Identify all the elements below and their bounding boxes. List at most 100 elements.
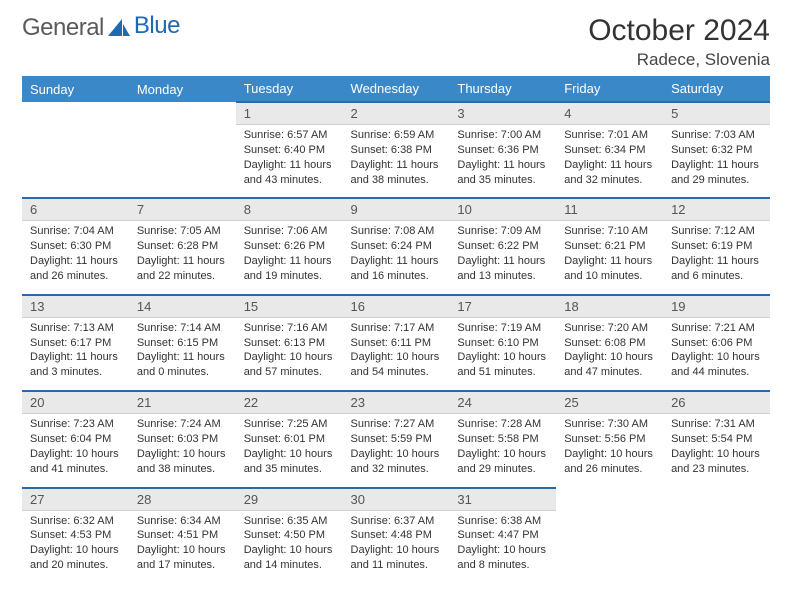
- day-detail-cell: Sunrise: 7:12 AMSunset: 6:19 PMDaylight:…: [663, 221, 770, 295]
- sunset-text: Sunset: 6:01 PM: [244, 432, 335, 447]
- sunrise-text: Sunrise: 7:10 AM: [564, 224, 655, 239]
- sunset-text: Sunset: 6:21 PM: [564, 239, 655, 254]
- daylight-text: Daylight: 10 hours and 14 minutes.: [244, 543, 335, 573]
- day-number: 25: [556, 392, 663, 413]
- day-detail: Sunrise: 7:03 AMSunset: 6:32 PMDaylight:…: [663, 125, 770, 197]
- sunset-text: Sunset: 6:32 PM: [671, 143, 762, 158]
- day-detail-cell: Sunrise: 7:16 AMSunset: 6:13 PMDaylight:…: [236, 317, 343, 391]
- day-number: 30: [343, 489, 450, 510]
- day-number: 29: [236, 489, 343, 510]
- daylight-text: Daylight: 10 hours and 54 minutes.: [351, 350, 442, 380]
- day-number: 22: [236, 392, 343, 413]
- day-number: 10: [449, 199, 556, 220]
- day-detail: Sunrise: 7:31 AMSunset: 5:54 PMDaylight:…: [663, 414, 770, 486]
- day-detail-cell: Sunrise: 7:23 AMSunset: 6:04 PMDaylight:…: [22, 414, 129, 488]
- day-number-cell: 12: [663, 198, 770, 221]
- day-detail: Sunrise: 7:12 AMSunset: 6:19 PMDaylight:…: [663, 221, 770, 293]
- day-detail: Sunrise: 7:16 AMSunset: 6:13 PMDaylight:…: [236, 318, 343, 390]
- sunset-text: Sunset: 6:10 PM: [457, 336, 548, 351]
- day-number-cell: 13: [22, 295, 129, 318]
- day-number: 5: [663, 103, 770, 124]
- day-number: 17: [449, 296, 556, 317]
- sunset-text: Sunset: 6:15 PM: [137, 336, 228, 351]
- day-number-cell: 25: [556, 391, 663, 414]
- daylight-text: Daylight: 10 hours and 20 minutes.: [30, 543, 121, 573]
- day-number-cell: 17: [449, 295, 556, 318]
- sunrise-text: Sunrise: 7:25 AM: [244, 417, 335, 432]
- daylight-text: Daylight: 10 hours and 17 minutes.: [137, 543, 228, 573]
- day-detail-cell: Sunrise: 7:01 AMSunset: 6:34 PMDaylight:…: [556, 125, 663, 199]
- day-number-cell: 18: [556, 295, 663, 318]
- empty-cell: [129, 102, 236, 125]
- day-detail: Sunrise: 6:34 AMSunset: 4:51 PMDaylight:…: [129, 511, 236, 583]
- sunrise-text: Sunrise: 7:19 AM: [457, 321, 548, 336]
- day-number-cell: 4: [556, 102, 663, 125]
- sunrise-text: Sunrise: 7:16 AM: [244, 321, 335, 336]
- sunset-text: Sunset: 6:34 PM: [564, 143, 655, 158]
- sunrise-text: Sunrise: 7:31 AM: [671, 417, 762, 432]
- day-number-cell: 3: [449, 102, 556, 125]
- sunset-text: Sunset: 5:58 PM: [457, 432, 548, 447]
- day-number: 3: [449, 103, 556, 124]
- day-detail-cell: Sunrise: 7:19 AMSunset: 6:10 PMDaylight:…: [449, 317, 556, 391]
- location-label: Radece, Slovenia: [588, 50, 770, 70]
- sunset-text: Sunset: 6:38 PM: [351, 143, 442, 158]
- day-number: 28: [129, 489, 236, 510]
- day-detail-cell: Sunrise: 7:04 AMSunset: 6:30 PMDaylight:…: [22, 221, 129, 295]
- day-detail: Sunrise: 6:32 AMSunset: 4:53 PMDaylight:…: [22, 511, 129, 583]
- day-number: 18: [556, 296, 663, 317]
- day-detail-cell: Sunrise: 7:24 AMSunset: 6:03 PMDaylight:…: [129, 414, 236, 488]
- sunset-text: Sunset: 4:50 PM: [244, 528, 335, 543]
- day-detail: Sunrise: 7:06 AMSunset: 6:26 PMDaylight:…: [236, 221, 343, 293]
- day-detail-cell: Sunrise: 6:35 AMSunset: 4:50 PMDaylight:…: [236, 510, 343, 583]
- day-number: 21: [129, 392, 236, 413]
- sunset-text: Sunset: 5:59 PM: [351, 432, 442, 447]
- day-detail-cell: Sunrise: 7:30 AMSunset: 5:56 PMDaylight:…: [556, 414, 663, 488]
- day-number-cell: 11: [556, 198, 663, 221]
- day-detail-row: Sunrise: 6:32 AMSunset: 4:53 PMDaylight:…: [22, 510, 770, 583]
- sunset-text: Sunset: 6:30 PM: [30, 239, 121, 254]
- sunset-text: Sunset: 6:06 PM: [671, 336, 762, 351]
- sunset-text: Sunset: 6:36 PM: [457, 143, 548, 158]
- day-detail: Sunrise: 7:20 AMSunset: 6:08 PMDaylight:…: [556, 318, 663, 390]
- day-detail: Sunrise: 7:25 AMSunset: 6:01 PMDaylight:…: [236, 414, 343, 486]
- weekday-header: Saturday: [663, 76, 770, 102]
- empty-cell: [663, 488, 770, 511]
- day-number-cell: 26: [663, 391, 770, 414]
- sunrise-text: Sunrise: 7:08 AM: [351, 224, 442, 239]
- sunrise-text: Sunrise: 7:03 AM: [671, 128, 762, 143]
- daylight-text: Daylight: 11 hours and 16 minutes.: [351, 254, 442, 284]
- weekday-header: Wednesday: [343, 76, 450, 102]
- weekday-header: Sunday: [22, 76, 129, 102]
- sunset-text: Sunset: 6:24 PM: [351, 239, 442, 254]
- day-detail: Sunrise: 7:27 AMSunset: 5:59 PMDaylight:…: [343, 414, 450, 486]
- day-detail-cell: Sunrise: 6:34 AMSunset: 4:51 PMDaylight:…: [129, 510, 236, 583]
- sunset-text: Sunset: 6:13 PM: [244, 336, 335, 351]
- daylight-text: Daylight: 11 hours and 26 minutes.: [30, 254, 121, 284]
- daylight-text: Daylight: 10 hours and 29 minutes.: [457, 447, 548, 477]
- day-detail-row: Sunrise: 6:57 AMSunset: 6:40 PMDaylight:…: [22, 125, 770, 199]
- daylight-text: Daylight: 11 hours and 3 minutes.: [30, 350, 121, 380]
- sunrise-text: Sunrise: 6:35 AM: [244, 514, 335, 529]
- day-detail: Sunrise: 6:37 AMSunset: 4:48 PMDaylight:…: [343, 511, 450, 583]
- day-number-row: 12345: [22, 102, 770, 125]
- sunrise-text: Sunrise: 7:28 AM: [457, 417, 548, 432]
- daylight-text: Daylight: 10 hours and 51 minutes.: [457, 350, 548, 380]
- sunrise-text: Sunrise: 6:34 AM: [137, 514, 228, 529]
- calendar-table: SundayMondayTuesdayWednesdayThursdayFrid…: [22, 76, 770, 583]
- day-number-cell: 6: [22, 198, 129, 221]
- day-detail: Sunrise: 7:24 AMSunset: 6:03 PMDaylight:…: [129, 414, 236, 486]
- day-number: 14: [129, 296, 236, 317]
- sunrise-text: Sunrise: 7:27 AM: [351, 417, 442, 432]
- day-detail-cell: Sunrise: 7:13 AMSunset: 6:17 PMDaylight:…: [22, 317, 129, 391]
- sunset-text: Sunset: 6:08 PM: [564, 336, 655, 351]
- day-detail-row: Sunrise: 7:13 AMSunset: 6:17 PMDaylight:…: [22, 317, 770, 391]
- calendar-page: General Blue October 2024 Radece, Sloven…: [0, 0, 792, 612]
- sunrise-text: Sunrise: 6:38 AM: [457, 514, 548, 529]
- day-number-row: 6789101112: [22, 198, 770, 221]
- sunrise-text: Sunrise: 6:32 AM: [30, 514, 121, 529]
- day-number: 9: [343, 199, 450, 220]
- daylight-text: Daylight: 10 hours and 26 minutes.: [564, 447, 655, 477]
- day-number: 6: [22, 199, 129, 220]
- day-detail: Sunrise: 7:08 AMSunset: 6:24 PMDaylight:…: [343, 221, 450, 293]
